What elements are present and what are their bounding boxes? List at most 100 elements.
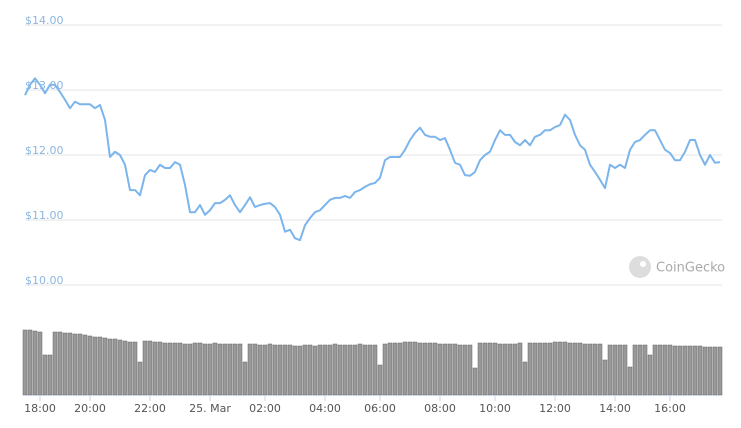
- volume-bar: [422, 342, 428, 396]
- watermark-logo: [629, 256, 651, 278]
- volume-bar: [97, 336, 103, 396]
- volume-bar: [482, 342, 488, 396]
- volume-bar: [552, 341, 558, 396]
- volume-bar: [122, 340, 128, 396]
- volume-bar: [507, 343, 513, 396]
- volume-bar: [212, 342, 218, 396]
- volume-bar: [262, 344, 268, 396]
- volume-bar: [547, 342, 553, 396]
- volume-bar: [652, 344, 658, 396]
- volume-bar: [612, 344, 618, 396]
- volume-bar: [267, 343, 273, 396]
- volume-bar: [522, 361, 528, 396]
- volume-bar: [52, 331, 58, 396]
- x-tick-label: 12:00: [539, 402, 571, 415]
- volume-bar: [197, 342, 203, 396]
- volume-bar: [292, 345, 298, 396]
- volume-bar: [717, 346, 723, 396]
- volume-bar: [607, 344, 613, 396]
- volume-bar: [137, 361, 143, 396]
- volume-bar: [232, 343, 238, 396]
- volume-bar: [572, 342, 578, 396]
- volume-bar: [617, 344, 623, 396]
- volume-bar: [647, 354, 653, 396]
- volume-bar: [357, 343, 363, 396]
- volume-bar: [417, 342, 423, 396]
- volume-bar: [427, 342, 433, 396]
- volume-bar: [327, 344, 333, 396]
- volume-bar: [657, 344, 663, 396]
- volume-bar: [177, 342, 183, 396]
- x-tick-label: 04:00: [309, 402, 341, 415]
- volume-bar: [557, 341, 563, 396]
- x-tick-label: 08:00: [424, 402, 456, 415]
- volume-bar: [622, 344, 628, 396]
- watermark-text: CoinGecko: [656, 261, 725, 276]
- volume-bar: [677, 345, 683, 396]
- volume-bar: [512, 343, 518, 396]
- x-tick-label: 18:00: [24, 402, 56, 415]
- volume-bar: [682, 345, 688, 396]
- volume-bar: [562, 341, 568, 396]
- volume-bar: [162, 342, 168, 396]
- x-tick-label: 25. Mar: [189, 402, 231, 415]
- volume-bar: [172, 342, 178, 396]
- volume-bar: [387, 342, 393, 396]
- volume-bar: [237, 343, 243, 396]
- volume-bar: [42, 354, 48, 396]
- volume-bar: [132, 341, 138, 396]
- volume-bar: [157, 341, 163, 396]
- volume-bar: [382, 343, 388, 396]
- volume-bar: [457, 344, 463, 396]
- volume-bar: [192, 342, 198, 396]
- volume-bar: [692, 345, 698, 396]
- volume-bar: [397, 342, 403, 396]
- volume-bar: [567, 342, 573, 396]
- volume-bar: [472, 367, 478, 396]
- volume-bar: [217, 343, 223, 396]
- volume-bar: [187, 343, 193, 396]
- y-tick-label: $13.00: [25, 79, 64, 92]
- volume-bar: [347, 344, 353, 396]
- volume-bar: [577, 342, 583, 396]
- volume-bar: [147, 340, 153, 396]
- x-tick-label: 10:00: [479, 402, 511, 415]
- volume-bar: [47, 354, 53, 396]
- volume-bar: [527, 342, 533, 396]
- volume-bar: [497, 343, 503, 396]
- volume-bar: [582, 343, 588, 396]
- volume-bar: [377, 364, 383, 396]
- volume-bar: [412, 341, 418, 396]
- volume-bar: [702, 346, 708, 396]
- volume-bar: [107, 338, 113, 396]
- x-tick-label: 20:00: [74, 402, 106, 415]
- volume-bar: [62, 332, 68, 396]
- volume-bar: [442, 343, 448, 396]
- volume-bar: [27, 329, 33, 396]
- volume-bar: [672, 345, 678, 396]
- volume-bar: [432, 342, 438, 396]
- volume-bar: [447, 343, 453, 396]
- y-tick-label: $11.00: [25, 209, 64, 222]
- volume-bar: [462, 344, 468, 396]
- volume-bar: [182, 343, 188, 396]
- volume-bar: [712, 346, 718, 396]
- volume-bar: [227, 343, 233, 396]
- volume-bar: [87, 335, 93, 396]
- x-tick-label: 14:00: [599, 402, 631, 415]
- volume-bar: [602, 359, 608, 396]
- volume-bar: [352, 344, 358, 396]
- watermark: CoinGecko: [629, 256, 725, 278]
- volume-bar: [362, 344, 368, 396]
- volume-bar: [307, 344, 313, 396]
- volume-bar: [167, 342, 173, 396]
- volume-bar: [487, 342, 493, 396]
- x-tick-label: 16:00: [654, 402, 686, 415]
- volume-bar: [222, 343, 228, 396]
- volume-bar: [372, 344, 378, 396]
- volume-bar: [467, 344, 473, 396]
- volume-bar: [537, 342, 543, 396]
- volume-bar: [337, 344, 343, 396]
